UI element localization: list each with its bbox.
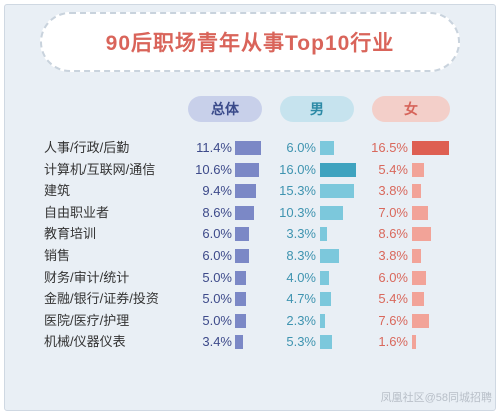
value-label-total: 8.6% <box>202 204 232 220</box>
bar-female <box>412 205 428 220</box>
bar-total <box>235 162 259 177</box>
header-female: 女 <box>372 96 450 122</box>
value-label-total: 6.0% <box>202 226 232 242</box>
bar-male <box>320 335 332 350</box>
value-label-male: 2.3% <box>286 312 316 328</box>
bar-total <box>235 141 261 155</box>
value-label-female: 5.4% <box>378 161 408 177</box>
value-label-male: 15.3% <box>279 183 316 199</box>
value-label-male: 8.3% <box>286 248 316 263</box>
watermark-text: 凤凰社区@58同城招聘 <box>380 392 492 404</box>
row-label: 自由职业者 <box>44 204 110 220</box>
bar-total <box>235 270 247 285</box>
row-label: 教育培训 <box>44 226 97 242</box>
bar-male <box>320 162 356 177</box>
value-label-female: 1.6% <box>378 334 408 350</box>
row-label: 建筑 <box>44 183 71 199</box>
bar-total <box>235 313 247 328</box>
bar-female <box>412 292 425 307</box>
value-label-female: 3.8% <box>378 183 408 199</box>
bar-female <box>412 313 430 328</box>
bar-female <box>412 141 450 155</box>
bar-male <box>320 141 334 155</box>
bar-male <box>320 292 331 307</box>
value-label-total: 10.6% <box>195 161 232 177</box>
value-label-total: 5.0% <box>202 312 232 328</box>
value-label-female: 6.0% <box>378 269 408 285</box>
value-label-total: 6.0% <box>202 248 232 263</box>
bar-total <box>235 292 247 307</box>
row-label: 金融/银行/证券/投资 <box>44 291 159 307</box>
chart-title: 90后职场青年从事Top10行业 <box>40 12 460 72</box>
value-label-male: 5.3% <box>286 334 316 350</box>
value-label-male: 4.0% <box>286 269 316 285</box>
bar-male <box>320 249 339 263</box>
value-label-female: 8.6% <box>378 226 408 242</box>
header-total: 总体 <box>188 96 262 122</box>
row-label: 机械/仪器仪表 <box>44 334 126 350</box>
row-label: 销售 <box>44 248 71 263</box>
bar-female <box>412 335 416 350</box>
value-label-female: 7.0% <box>378 204 408 220</box>
value-label-female: 7.6% <box>378 312 408 328</box>
row-label: 财务/审计/统计 <box>44 269 130 285</box>
value-label-female: 16.5% <box>371 140 408 155</box>
value-label-male: 4.7% <box>286 291 316 307</box>
value-label-male: 16.0% <box>279 161 316 177</box>
value-label-male: 6.0% <box>286 140 316 155</box>
bar-female <box>412 162 425 177</box>
value-label-female: 3.8% <box>378 248 408 263</box>
header-male: 男 <box>280 96 354 122</box>
bar-total <box>235 205 255 220</box>
bar-female <box>412 227 432 242</box>
bar-male <box>320 270 329 285</box>
bar-total <box>235 335 243 350</box>
value-label-total: 3.4% <box>202 334 232 350</box>
bar-total <box>235 184 257 199</box>
value-label-total: 5.0% <box>202 291 232 307</box>
bar-male <box>320 184 355 199</box>
value-label-male: 3.3% <box>286 226 316 242</box>
value-label-total: 5.0% <box>202 269 232 285</box>
row-label: 计算机/互联网/通信 <box>44 161 156 177</box>
bar-female <box>412 184 421 199</box>
row-label: 人事/行政/后勤 <box>44 140 130 155</box>
value-label-total: 9.4% <box>202 183 232 199</box>
value-label-total: 11.4% <box>196 140 232 155</box>
value-label-female: 5.4% <box>378 291 408 307</box>
bar-total <box>235 227 249 242</box>
bar-female <box>412 249 421 263</box>
bar-male <box>320 227 328 242</box>
bar-female <box>412 270 426 285</box>
row-label: 医院/医疗/护理 <box>44 312 130 328</box>
bar-male <box>320 205 344 220</box>
value-label-male: 10.3% <box>279 204 316 220</box>
bar-total <box>235 249 249 263</box>
bar-male <box>320 313 326 328</box>
